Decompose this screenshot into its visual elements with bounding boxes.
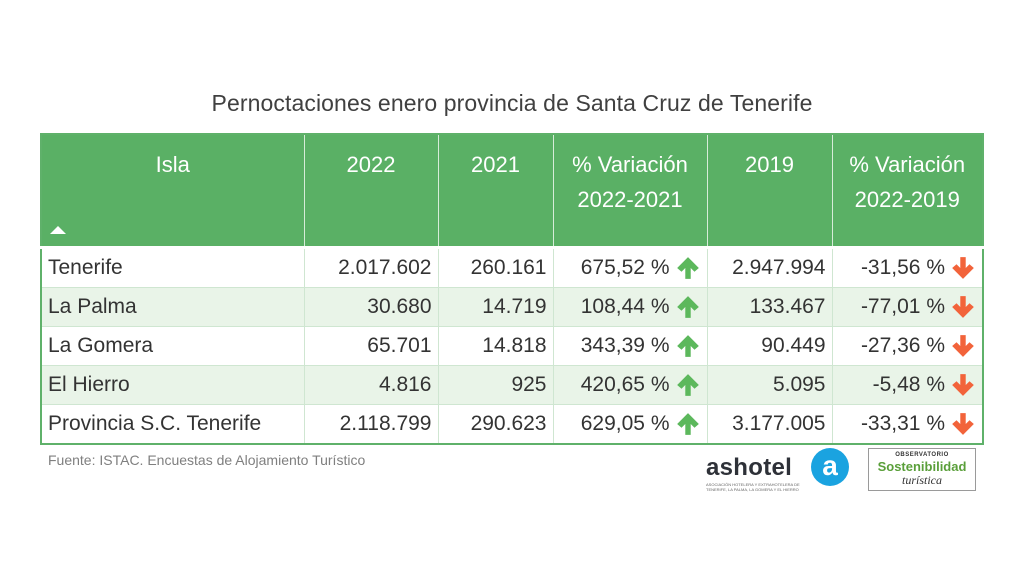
cell-2021: 290.623 — [438, 404, 554, 444]
header-variacion-2022-2021[interactable]: % Variación 2022-2021 — [553, 134, 708, 248]
header-variacion-line2: 2022-2019 — [854, 187, 960, 212]
ashotel-logo: ashotel a ASOCIACIÓN HOTELERA Y EXTRAHOT… — [706, 446, 854, 494]
cell-variacion-2022-2019: -5,48 % — [832, 365, 983, 405]
arrow-down-icon — [952, 257, 974, 279]
cell-2021: 260.161 — [438, 246, 554, 288]
observatorio-label: OBSERVATORIO — [895, 452, 949, 458]
cell-variacion-2022-2019: -33,31 % — [832, 404, 983, 444]
header-2021-label: 2021 — [471, 152, 520, 177]
cell-variacion-2022-2019: -27,36 % — [832, 326, 983, 366]
cell-2019: 2.947.994 — [707, 246, 833, 288]
header-2019[interactable]: 2019 — [707, 134, 833, 248]
cell-2021: 14.818 — [438, 326, 554, 366]
sort-ascending-icon[interactable] — [50, 226, 66, 234]
observatorio-logo: OBSERVATORIO Sostenibilidad turística — [868, 448, 976, 491]
cell-variacion-2022-2021-value: 343,39 % — [580, 334, 670, 357]
cell-isla: El Hierro — [41, 365, 305, 405]
cell-2019: 3.177.005 — [707, 404, 833, 444]
ashotel-circle-icon: a — [811, 448, 849, 486]
arrow-up-icon — [676, 296, 699, 318]
turistica-label: turística — [901, 473, 942, 487]
cell-variacion-2022-2021: 420,65 % — [553, 365, 708, 405]
header-variacion-line1: % Variación — [849, 152, 966, 177]
cell-variacion-2022-2019-value: -5,48 % — [872, 373, 945, 396]
ashotel-letter: a — [822, 450, 838, 481]
header-2019-label: 2019 — [745, 152, 794, 177]
header-variacion-line1: % Variación — [572, 152, 688, 177]
arrow-down-icon — [952, 413, 974, 435]
header-2022[interactable]: 2022 — [304, 134, 439, 248]
header-row: Isla 2022 2021 % Variación 2022-2021 201… — [41, 134, 983, 248]
header-variacion-line2: 2022-2021 — [577, 187, 683, 212]
cell-2021: 14.719 — [438, 287, 554, 327]
cell-isla: Tenerife — [41, 246, 305, 288]
cell-variacion-2022-2021: 343,39 % — [553, 326, 708, 366]
arrow-up-icon — [676, 335, 699, 357]
cell-variacion-2022-2021-value: 629,05 % — [580, 412, 670, 435]
table-row: Tenerife 2.017.602 260.161 675,52 % 2.947.99… — [41, 246, 983, 288]
ashotel-subtitle: ASOCIACIÓN HOTELERA Y EXTRAHOTELERA DE T… — [706, 482, 800, 492]
cell-2022: 2.017.602 — [304, 246, 439, 288]
cell-variacion-2022-2019-value: -77,01 % — [860, 295, 945, 318]
header-isla[interactable]: Isla — [41, 134, 305, 248]
arrow-up-icon — [676, 374, 699, 396]
cell-variacion-2022-2019-value: -31,56 % — [860, 256, 945, 279]
cell-variacion-2022-2019-value: -33,31 % — [860, 412, 945, 435]
arrow-up-icon — [676, 257, 699, 279]
table-row: Provincia S.C. Tenerife 2.118.799 290.623 6… — [41, 404, 983, 444]
arrow-down-icon — [952, 335, 974, 357]
table-row: La Gomera 65.701 14.818 343,39 % 90.449 -27,3… — [41, 326, 983, 366]
cell-variacion-2022-2021: 629,05 % — [553, 404, 708, 444]
cell-variacion-2022-2021: 675,52 % — [553, 246, 708, 288]
arrow-down-icon — [952, 374, 974, 396]
source-note: Fuente: ISTAC. Encuestas de Alojamiento … — [48, 452, 366, 468]
table-row: La Palma 30.680 14.719 108,44 % 133.467 -77,0… — [41, 287, 983, 327]
sostenibilidad-label: Sostenibilidad — [877, 459, 967, 474]
cell-variacion-2022-2019: -31,56 % — [832, 246, 983, 288]
cell-variacion-2022-2019-value: -27,36 % — [860, 334, 945, 357]
cell-2022: 65.701 — [304, 326, 439, 366]
cell-2022: 2.118.799 — [304, 404, 439, 444]
cell-2022: 30.680 — [304, 287, 439, 327]
header-isla-label: Isla — [155, 152, 190, 177]
cell-variacion-2022-2021: 108,44 % — [553, 287, 708, 327]
cell-2021: 925 — [438, 365, 554, 405]
header-2021[interactable]: 2021 — [438, 134, 554, 248]
arrow-down-icon — [952, 296, 974, 318]
cell-variacion-2022-2019: -77,01 % — [832, 287, 983, 327]
cell-isla: La Palma — [41, 287, 305, 327]
header-2022-label: 2022 — [346, 152, 396, 177]
cell-2022: 4.816 — [304, 365, 439, 405]
header-variacion-2022-2019[interactable]: % Variación 2022-2019 — [832, 134, 983, 248]
cell-variacion-2022-2021-value: 420,65 % — [580, 373, 670, 396]
arrow-up-icon — [676, 413, 699, 435]
ashotel-wordmark: ashotel — [706, 454, 793, 481]
data-table: Isla 2022 2021 % Variación 2022-2021 201… — [40, 133, 984, 445]
table-row: El Hierro 4.816 925 420,65 % 5.095 -5,48 % — [41, 365, 983, 405]
cell-2019: 90.449 — [707, 326, 833, 366]
cell-2019: 133.467 — [707, 287, 833, 327]
cell-2019: 5.095 — [707, 365, 833, 405]
cell-variacion-2022-2021-value: 108,44 % — [580, 295, 670, 318]
cell-isla: Provincia S.C. Tenerife — [41, 404, 305, 444]
cell-variacion-2022-2021-value: 675,52 % — [580, 256, 670, 279]
cell-isla: La Gomera — [41, 326, 305, 366]
page-title: Pernoctaciones enero provincia de Santa … — [211, 90, 813, 116]
